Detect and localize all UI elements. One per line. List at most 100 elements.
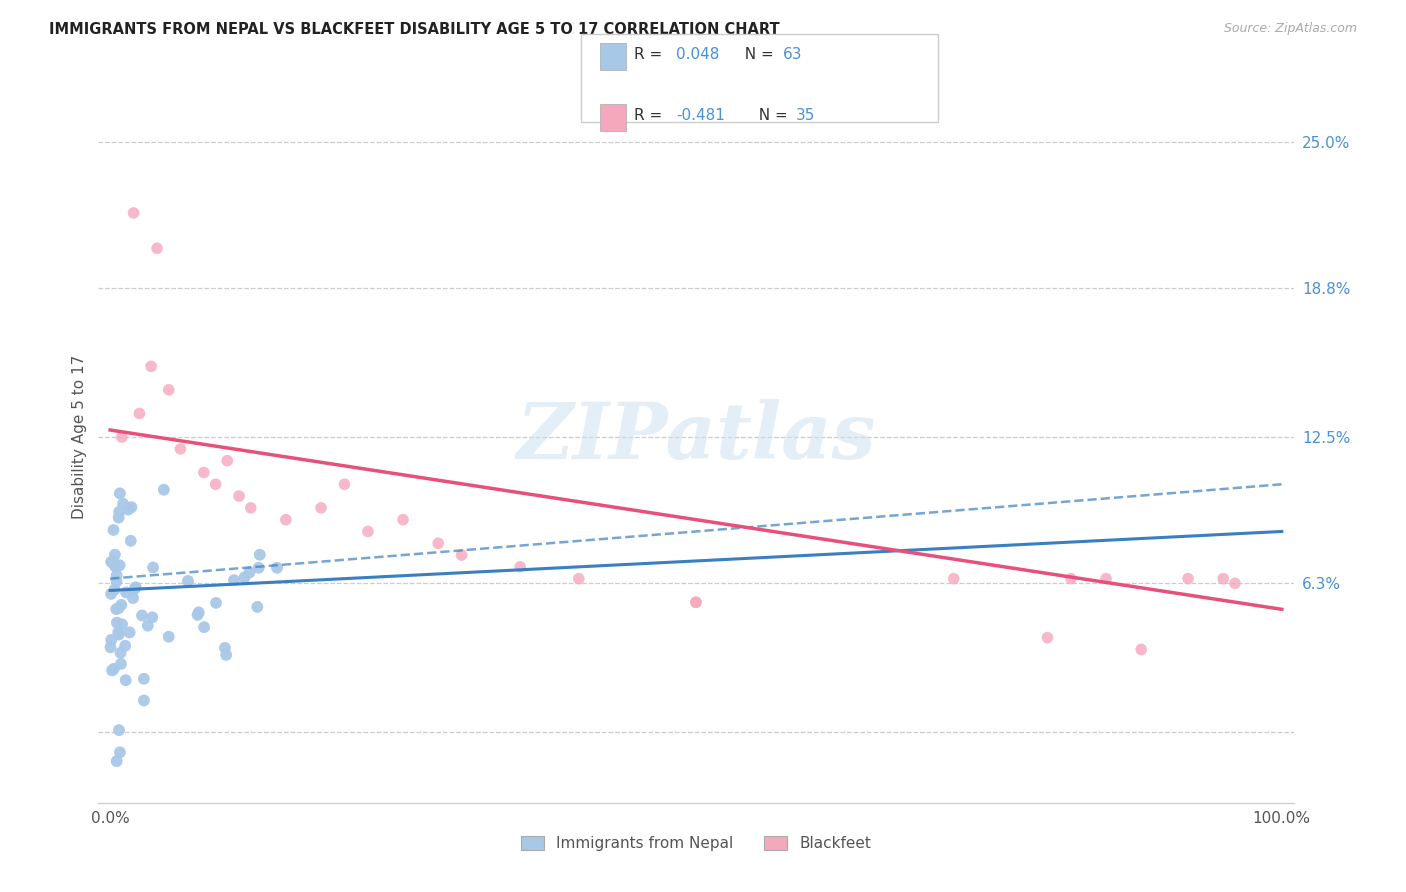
Point <box>141 610 163 624</box>
Point <box>392 513 415 527</box>
Point <box>266 561 288 575</box>
Point <box>120 500 142 515</box>
Point <box>177 574 200 588</box>
Point <box>249 548 271 562</box>
Point <box>104 559 127 574</box>
Text: N =: N = <box>735 47 779 62</box>
Point <box>222 573 245 587</box>
Point <box>266 561 288 575</box>
Point <box>124 582 146 596</box>
Point <box>110 646 132 660</box>
Text: 0.048: 0.048 <box>676 47 720 62</box>
Point <box>141 359 163 374</box>
Point <box>157 630 180 644</box>
Text: Source: ZipAtlas.com: Source: ZipAtlas.com <box>1223 22 1357 36</box>
Point <box>107 601 129 615</box>
Point <box>274 513 297 527</box>
Point <box>118 625 141 640</box>
Point <box>1223 576 1246 591</box>
Point <box>101 664 124 678</box>
Point <box>120 533 142 548</box>
Point <box>110 598 132 612</box>
Point <box>205 596 228 610</box>
Point <box>108 486 131 500</box>
Point <box>509 559 531 574</box>
Point <box>107 627 129 641</box>
Point <box>105 568 128 582</box>
Point <box>100 555 122 569</box>
Point <box>105 754 128 768</box>
Point <box>1130 642 1153 657</box>
Point <box>111 617 134 632</box>
Point <box>131 608 153 623</box>
Point <box>187 607 209 622</box>
Point <box>120 500 142 515</box>
Point <box>108 558 131 573</box>
Point <box>115 585 138 599</box>
Point <box>233 570 256 584</box>
Point <box>136 618 159 632</box>
Point <box>333 477 356 491</box>
Point <box>108 745 131 759</box>
Point <box>112 497 135 511</box>
Point <box>105 574 128 589</box>
Point <box>136 618 159 632</box>
Text: IMMIGRANTS FROM NEPAL VS BLACKFEET DISABILITY AGE 5 TO 17 CORRELATION CHART: IMMIGRANTS FROM NEPAL VS BLACKFEET DISAB… <box>49 22 780 37</box>
Point <box>132 693 155 707</box>
Point <box>110 657 132 671</box>
Point <box>105 574 128 589</box>
Point <box>217 453 239 467</box>
Point <box>427 536 450 550</box>
Point <box>205 596 228 610</box>
Point <box>101 664 124 678</box>
Point <box>104 559 127 574</box>
Point <box>122 591 145 605</box>
Point <box>1095 572 1118 586</box>
Point <box>1212 572 1234 586</box>
Point <box>120 533 142 548</box>
Point <box>214 640 236 655</box>
Point <box>110 598 132 612</box>
Point <box>152 483 174 497</box>
Point <box>100 640 122 655</box>
Point <box>104 548 127 562</box>
Point <box>104 548 127 562</box>
Point <box>193 620 215 634</box>
Point <box>222 573 245 587</box>
Point <box>125 580 148 594</box>
Point <box>142 560 165 574</box>
Point <box>103 662 125 676</box>
Point <box>103 555 125 569</box>
Text: 35: 35 <box>796 109 815 123</box>
Point <box>157 383 180 397</box>
Point <box>100 632 122 647</box>
Point <box>228 489 250 503</box>
Text: ZIPatlas: ZIPatlas <box>516 399 876 475</box>
Point <box>108 505 131 519</box>
Point <box>103 523 125 537</box>
Point <box>124 582 146 596</box>
Point <box>105 568 128 582</box>
Point <box>108 745 131 759</box>
Point <box>122 206 145 220</box>
Point <box>132 672 155 686</box>
Point <box>108 505 131 519</box>
Point <box>100 640 122 655</box>
Point <box>132 693 155 707</box>
Point <box>233 570 256 584</box>
Point <box>187 607 209 622</box>
Point <box>108 558 131 573</box>
Point <box>214 640 236 655</box>
Text: -0.481: -0.481 <box>676 109 725 123</box>
Point <box>107 601 129 615</box>
Point <box>309 500 332 515</box>
Point <box>685 595 707 609</box>
Point <box>1036 631 1059 645</box>
Text: 63: 63 <box>783 47 803 62</box>
Point <box>193 620 215 634</box>
Point <box>568 572 591 586</box>
Point <box>187 606 209 620</box>
Point <box>246 599 269 614</box>
Point <box>238 566 260 580</box>
Point <box>114 639 136 653</box>
